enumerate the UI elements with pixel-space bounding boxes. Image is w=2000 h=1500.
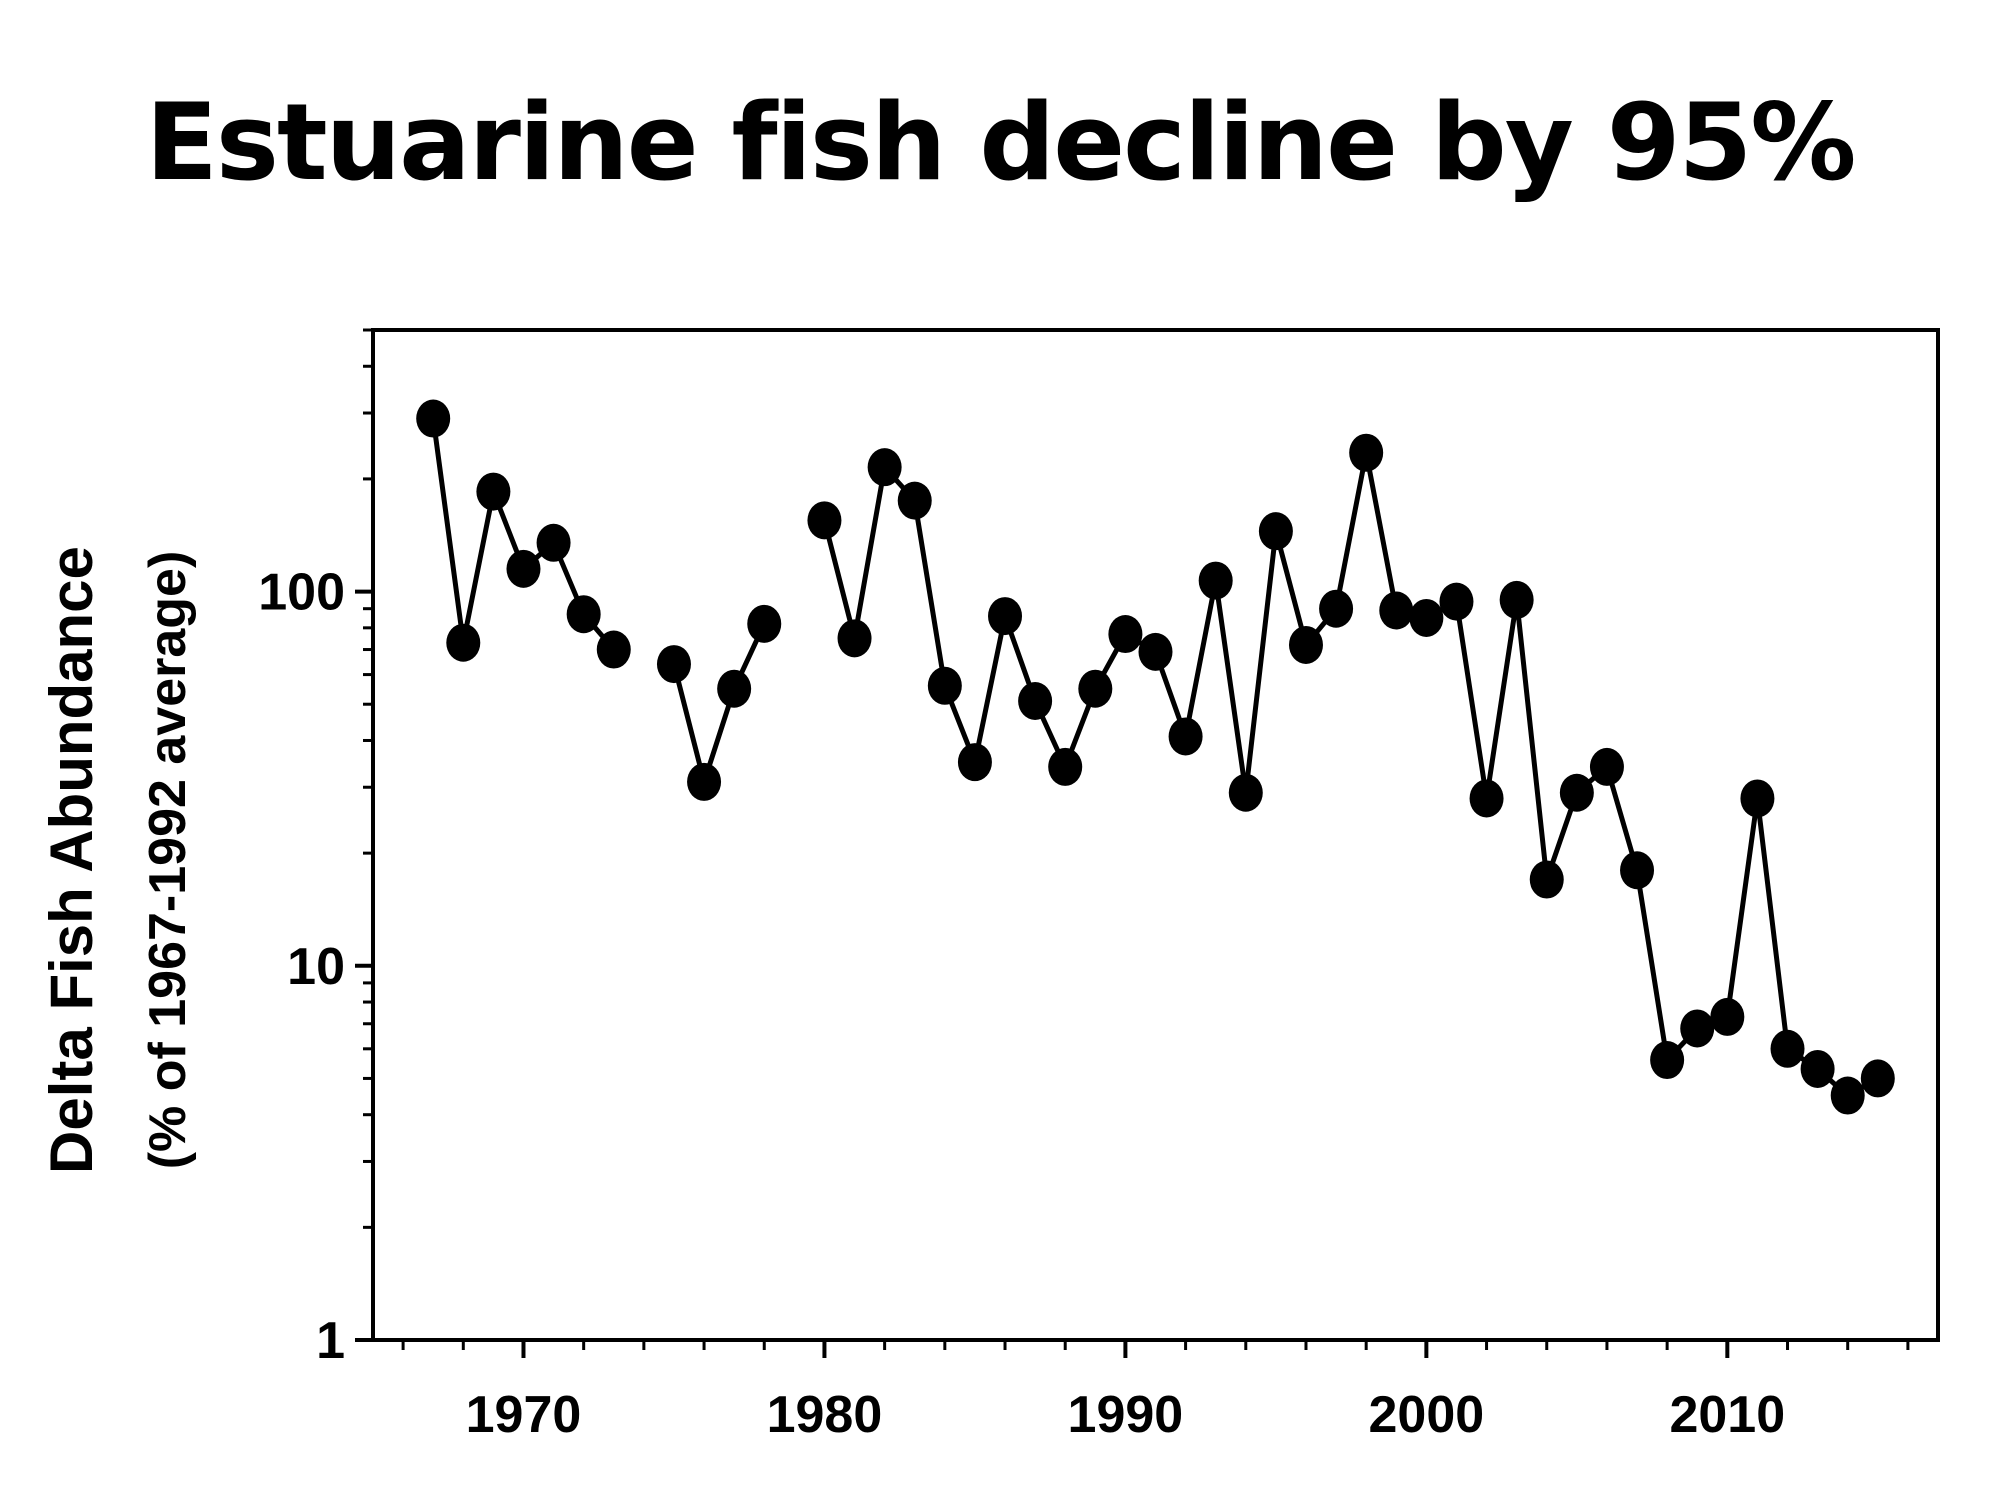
series-line [671,622,767,785]
x-tick-label: 1970 [466,1386,582,1444]
data-point [1198,561,1233,600]
data-point [988,597,1023,636]
y-tick-label: 1 [316,1312,345,1370]
page-title: Estuarine fish decline by 95% [145,81,1856,204]
x-tick-label: 1990 [1068,1386,1184,1444]
data-point [1018,681,1053,720]
data-point [837,619,872,658]
series-markers [416,399,1895,1115]
data-point [747,604,782,643]
data-point [1710,997,1745,1036]
data-point [1650,1041,1685,1080]
data-point [1499,580,1534,619]
data-point [867,448,902,487]
data-point [1409,598,1444,637]
data-point [476,472,511,511]
y-tick-label: 100 [258,564,345,622]
data-point [566,595,601,634]
data-point [1559,773,1594,812]
data-point [446,623,481,662]
data-point [927,666,962,705]
data-point [1048,747,1083,786]
data-point [1860,1059,1895,1098]
data-point [1168,717,1203,756]
data-point [1138,632,1173,671]
data-point [1740,779,1775,818]
data-point [1529,860,1564,899]
data-point [1830,1076,1865,1115]
data-point [687,762,722,801]
y-axis-label-group: Delta Fish Abundance (% of 1967-1992 ave… [38,546,197,1174]
x-tick-label: 1980 [767,1386,883,1444]
data-point [506,549,541,588]
y-axis-sublabel: (% of 1967-1992 average) [139,551,197,1170]
data-point [1288,625,1323,664]
data-point [1770,1029,1805,1068]
data-point [1319,589,1354,628]
data-point [717,669,752,708]
data-point [1469,779,1504,818]
data-point [596,630,631,669]
data-point [957,743,992,782]
data-point [1620,851,1655,890]
data-point [1108,615,1143,654]
series-lines [430,418,1880,1099]
y-tick-label: 10 [287,938,345,996]
data-point [656,645,691,684]
y-axis-label: Delta Fish Abundance [38,546,105,1174]
data-point [1680,1009,1715,1048]
x-tick-label: 2010 [1669,1386,1785,1444]
data-point [1228,773,1263,812]
data-point [1439,582,1474,621]
data-point [1258,512,1293,551]
data-point [807,501,842,540]
data-point [897,481,932,520]
data-point [1800,1049,1835,1088]
data-point [536,523,571,562]
data-point [1349,433,1384,472]
data-point [416,399,451,438]
chart-axes: 1 10 100 1970 1980 1990 2000 2010 [258,328,1940,1444]
data-point [1589,747,1624,786]
data-point [1078,669,1113,708]
data-point [1379,591,1414,630]
x-tick-label: 2000 [1369,1386,1485,1444]
plot-frame [371,328,1940,1342]
